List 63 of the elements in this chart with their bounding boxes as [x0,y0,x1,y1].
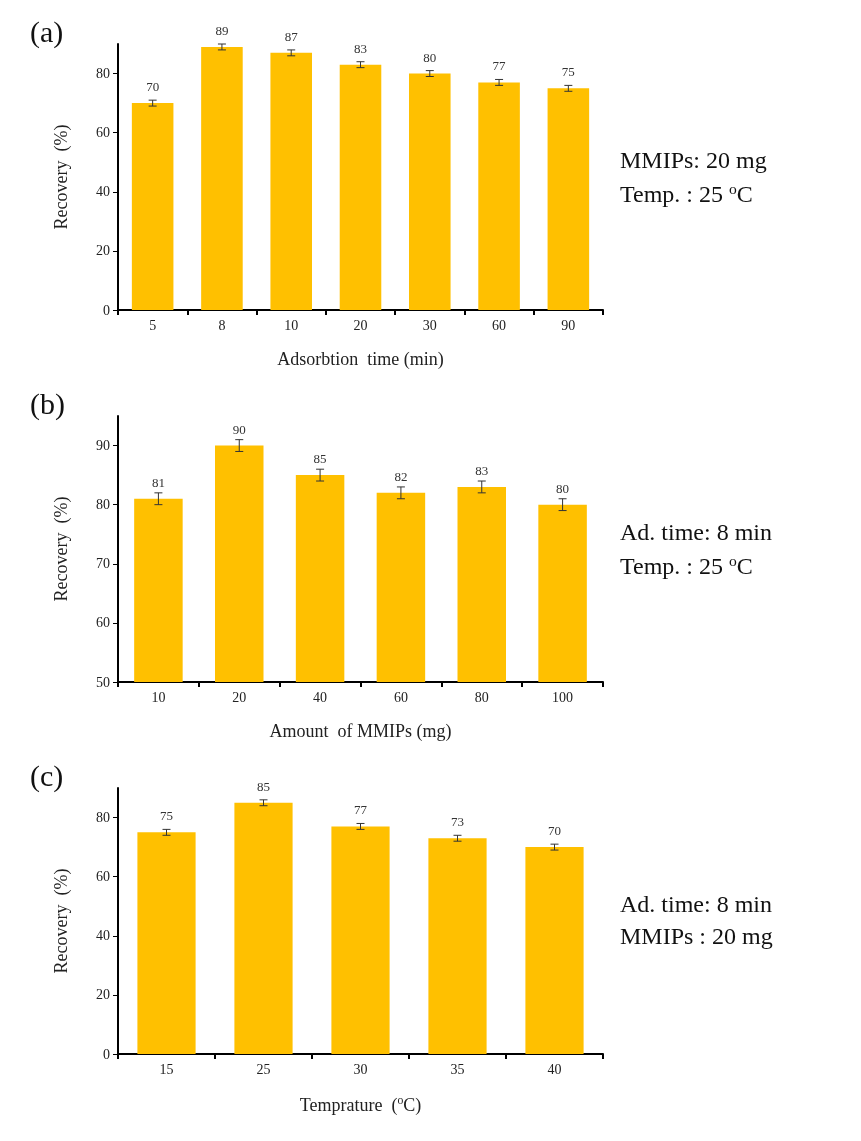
data-label: 77 [354,802,368,818]
data-label: 80 [423,49,437,65]
x-tick-label: 80 [474,689,489,705]
x-tick-label: 60 [393,689,408,705]
y-tick-label: 50 [96,674,110,690]
y-tick-label: 40 [96,184,110,200]
text: Ad. time: 8 min [620,519,772,545]
y-tick-label: 60 [96,615,110,631]
data-label: 75 [160,808,173,824]
data-label: 82 [394,468,408,484]
y-tick-label: 60 [96,125,110,141]
data-label: 80 [556,480,570,496]
y-tick-label: 80 [96,66,110,82]
data-label: 70 [548,823,561,839]
chart-title: (b) [30,386,65,421]
y-tick-label: 40 [96,928,110,944]
data-label: 89 [215,22,229,38]
y-tick-label: 60 [96,869,110,885]
chart-title: (a) [30,14,64,49]
text: Ad. time: 8 min [620,891,772,917]
x-tick-label: 100 [552,689,574,705]
data-label: 83 [354,40,367,56]
x-tick-label: 40 [313,689,328,705]
data-label: 87 [284,28,299,44]
data-label: 81 [151,474,165,490]
x-axis-title: Adsorbtion time (min) [277,349,444,370]
text: MMIPs: 20 mg [620,147,767,173]
data-label: 85 [313,451,327,467]
y-tick-label: 20 [96,987,110,1003]
x-tick-label: 60 [492,317,507,333]
x-tick-label: 8 [218,317,226,333]
y-tick-label: 20 [96,243,110,259]
x-tick-label: 90 [561,317,576,333]
x-axis-title: Amount of MMIPs (mg) [269,721,452,742]
x-tick-label: 10 [151,689,166,705]
x-tick-label: 20 [232,689,247,705]
x-tick-label: 30 [422,317,437,333]
x-tick-label: 25 [256,1061,271,1077]
data-label: 83 [475,462,489,478]
data-label: 70 [146,79,160,95]
data-label: 75 [561,64,575,80]
data-label: 77 [492,58,507,74]
x-tick-label: 15 [159,1061,174,1077]
y-tick-label: 80 [96,497,110,513]
x-tick-label: 35 [450,1061,465,1077]
x-tick-label: 30 [353,1061,368,1077]
text: MMIPs : 20 mg [620,923,773,949]
y-axis-title: Recovery (%) [51,124,72,230]
x-tick-label: 5 [149,317,157,333]
y-axis-title: Recovery (%) [51,868,72,974]
y-tick-label: 80 [96,810,110,826]
y-tick-label: 90 [96,438,110,454]
chart-title: (c) [30,758,64,793]
y-tick-label: 0 [103,302,110,318]
x-tick-label: 40 [547,1061,562,1077]
x-tick-label: 10 [284,317,299,333]
y-tick-label: 70 [96,556,110,572]
x-tick-label: 20 [353,317,368,333]
data-label: 90 [232,421,246,437]
data-label: 85 [257,778,270,794]
data-label: 73 [451,814,464,830]
y-axis-title: Recovery (%) [51,496,72,602]
y-tick-label: 0 [103,1046,110,1062]
